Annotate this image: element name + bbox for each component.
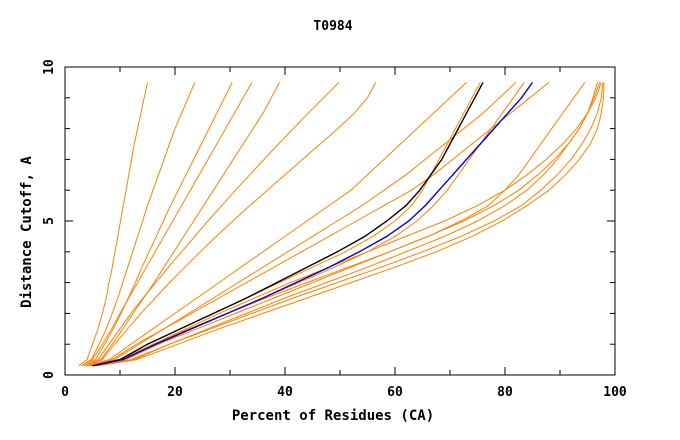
y-axis-label: Distance Cutoff, A [19,156,35,308]
y-tick-label-0: 0 [42,371,57,379]
series-line-model-group-A-1 [78,82,148,367]
x-tick-label-20: 20 [167,385,183,400]
series-line-model-group-B-3 [86,82,550,367]
series-line-model-group-A-3 [84,82,233,367]
series-line-model-group-D-6 [89,82,598,367]
series-line-model-group-A-6 [84,82,340,367]
series-line-model-group-D-1 [92,82,586,367]
series-line-best-model-black [92,82,484,367]
series-line-model-group-D-5 [92,82,602,367]
x-tick-label-0: 0 [61,385,69,400]
x-axis-label: Percent of Residues (CA) [232,408,434,424]
series-line-model-group-C-1 [92,82,481,367]
series-line-model-group-D-4 [97,82,605,367]
plot-frame [64,66,616,376]
x-tick-label-40: 40 [277,385,293,400]
x-tick-label-60: 60 [387,385,403,400]
series-line-model-group-A-4 [81,82,253,367]
series-line-model-group-A-7 [86,82,377,367]
series-line-best-model-blue [92,81,534,367]
series-line-model-group-A-5 [86,82,280,367]
chart-title: T0984 [313,19,352,34]
series-line-model-group-A-2 [81,82,196,367]
series-line-model-group-D-3 [95,82,604,367]
y-tick-label-5: 5 [42,217,57,225]
y-tick-label-10: 10 [42,59,57,75]
ticks-layer: 0 20 40 60 80 100 0 5 10 [42,59,627,400]
series-layer [78,81,605,367]
series-line-model-group-B-1 [86,82,467,367]
x-tick-label-100: 100 [603,385,627,400]
x-tick-label-80: 80 [497,385,513,400]
